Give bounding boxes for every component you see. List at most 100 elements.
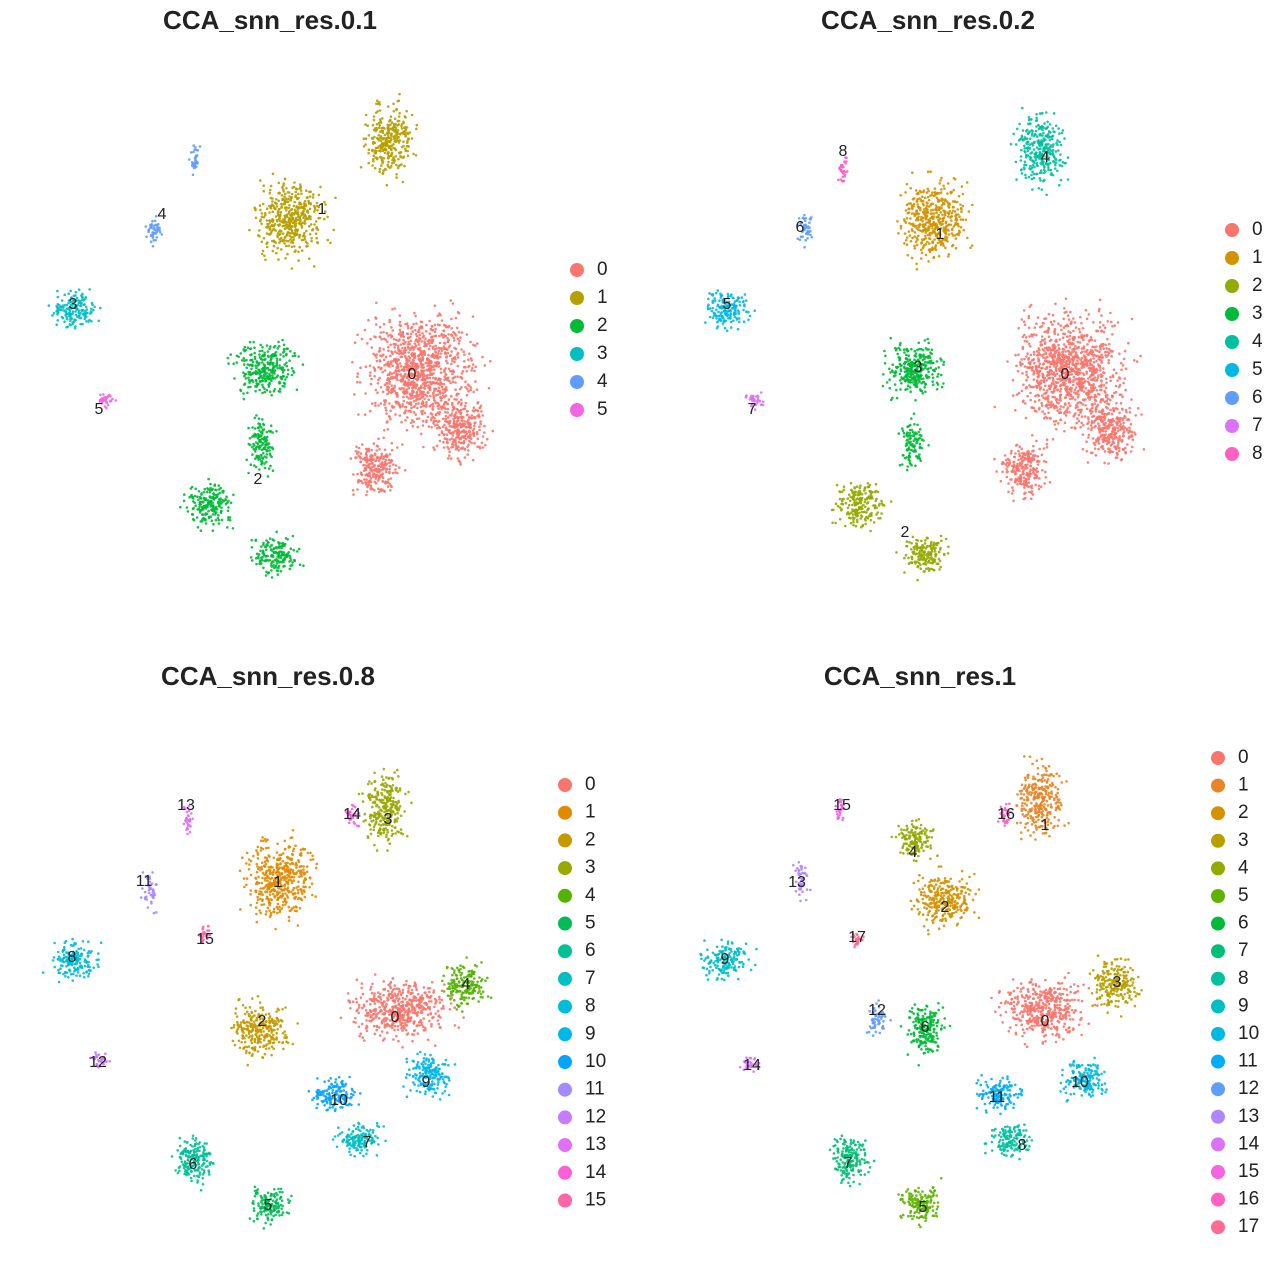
- cell-point: [263, 358, 266, 362]
- cell-point: [434, 350, 437, 354]
- cell-point: [285, 197, 288, 200]
- cell-point: [1086, 343, 1089, 346]
- cell-point: [317, 193, 321, 197]
- cell-point: [371, 149, 374, 153]
- cell-point: [376, 455, 379, 459]
- cell-point: [404, 340, 407, 344]
- cell-point: [1076, 340, 1079, 344]
- cell-point: [1104, 343, 1107, 347]
- cell-point: [303, 213, 306, 216]
- cell-point: [258, 429, 261, 432]
- cell-point: [253, 346, 256, 350]
- cell-point: [270, 230, 273, 233]
- cell-point: [459, 403, 463, 407]
- cell-point: [404, 348, 408, 352]
- cell-point: [1109, 311, 1112, 315]
- cell-point: [265, 453, 269, 456]
- cell-point: [378, 335, 382, 339]
- cell-point: [1087, 421, 1090, 424]
- cell-point: [1045, 442, 1049, 446]
- cell-point: [270, 223, 274, 227]
- cell-point: [275, 364, 278, 367]
- cell-point: [1139, 354, 1142, 358]
- cell-point: [92, 308, 95, 312]
- cell-point: [1082, 398, 1085, 402]
- cell-point: [1046, 370, 1049, 374]
- cell-point: [381, 117, 384, 120]
- cell-point: [298, 203, 301, 206]
- cell-point: [1051, 344, 1055, 347]
- cell-point: [1047, 377, 1050, 380]
- cell-point: [194, 487, 197, 491]
- cell-point: [276, 235, 279, 239]
- cell-point: [185, 506, 189, 509]
- cell-point: [1032, 454, 1035, 457]
- cell-point: [246, 363, 250, 366]
- cell-point: [1128, 406, 1131, 410]
- cell-point: [367, 161, 371, 165]
- cell-point: [451, 357, 454, 361]
- cell-point: [1097, 427, 1101, 430]
- cell-point: [452, 418, 455, 421]
- cell-point: [260, 212, 264, 215]
- cell-point: [1042, 362, 1045, 365]
- cell-point: [287, 231, 290, 234]
- cell-point: [271, 200, 274, 203]
- cell-point: [194, 158, 197, 162]
- cell-point: [151, 227, 154, 230]
- cell-point: [1107, 447, 1110, 450]
- cell-point: [368, 364, 372, 368]
- cell-point: [1021, 345, 1025, 349]
- cell-point: [1111, 325, 1114, 328]
- cell-point: [303, 237, 307, 241]
- cell-point: [403, 411, 407, 414]
- cell-point: [1100, 353, 1103, 357]
- cell-point: [1093, 426, 1096, 429]
- cell-point: [382, 157, 386, 160]
- cell-point: [415, 322, 418, 325]
- cell-point: [380, 144, 383, 148]
- cell-point: [1042, 379, 1046, 382]
- cell-point: [1040, 401, 1043, 405]
- cell-point: [378, 457, 381, 461]
- cell-point: [191, 173, 195, 177]
- cell-point: [265, 539, 268, 542]
- cell-point: [1054, 338, 1058, 342]
- cell-point: [1093, 368, 1097, 372]
- cell-point: [201, 501, 205, 504]
- cell-point: [1077, 408, 1080, 412]
- cell-point: [1110, 354, 1113, 358]
- cell-point: [1047, 407, 1050, 410]
- cell-point: [465, 387, 469, 391]
- cell-point: [431, 347, 435, 350]
- cell-points: [704, 106, 1146, 582]
- cell-point: [282, 350, 286, 353]
- cell-point: [455, 392, 459, 396]
- cell-point: [284, 257, 287, 260]
- cell-point: [436, 314, 440, 318]
- cell-point: [277, 556, 281, 559]
- cell-point: [384, 470, 388, 474]
- cell-point: [1065, 323, 1069, 327]
- cell-point: [203, 487, 207, 491]
- cell-point: [199, 497, 203, 500]
- cell-point: [395, 131, 398, 135]
- cell-point: [388, 402, 391, 405]
- cell-point: [1083, 356, 1087, 360]
- cell-point: [383, 448, 387, 452]
- cell-point: [1026, 452, 1030, 456]
- cell-point: [437, 365, 441, 368]
- cell-point: [942, 184, 945, 188]
- cell-point: [454, 426, 457, 429]
- cell-point: [386, 388, 390, 392]
- cell-point: [419, 320, 423, 324]
- cell-point: [1036, 459, 1040, 463]
- cell-point: [356, 372, 360, 375]
- cell-point: [369, 382, 373, 386]
- cell-point: [247, 471, 250, 475]
- cell-point: [302, 216, 305, 220]
- cell-point: [297, 218, 300, 222]
- cell-point: [272, 547, 276, 550]
- cell-point: [81, 322, 84, 326]
- cell-point: [1017, 458, 1020, 462]
